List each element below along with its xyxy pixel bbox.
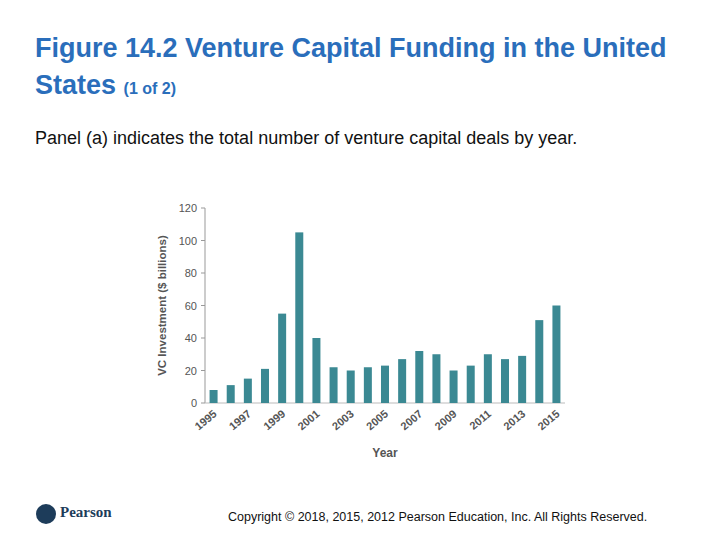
bar: [227, 385, 235, 403]
x-tick-label: 1995: [192, 407, 218, 432]
caption: Panel (a) indicates the total number of …: [35, 126, 685, 151]
bar: [364, 367, 372, 403]
bar: [501, 359, 509, 403]
bar: [261, 369, 269, 403]
x-tick-label: 2003: [330, 407, 356, 432]
x-tick-label: 2007: [398, 407, 424, 432]
y-tick: [201, 208, 205, 209]
x-tick-label: 1997: [227, 407, 253, 432]
x-tick-label: 2011: [467, 407, 493, 432]
y-tick-label: 100: [179, 235, 197, 247]
chart: 0 20 40 60 80 100 120 1995 1997 1999 2001 2003 2005 2…: [0, 0, 720, 540]
y-axis-label: VC Investment ($ billions): [156, 235, 168, 376]
y-tick-label: 120: [179, 202, 197, 214]
x-tick-label: 1999: [261, 407, 287, 432]
copyright: Copyright © 2018, 2015, 2012 Pearson Edu…: [228, 510, 647, 524]
bar: [347, 371, 355, 404]
title-suffix: (1 of 2): [124, 80, 176, 97]
y-tick: [201, 403, 205, 404]
bar: [295, 232, 303, 403]
bar: [330, 367, 338, 403]
bar: [535, 320, 543, 403]
y-tick: [201, 305, 205, 306]
bar: [415, 351, 423, 403]
logo-icon: [36, 504, 56, 524]
x-tick-label: 2005: [364, 407, 390, 432]
bar: [484, 354, 492, 403]
y-tick: [201, 338, 205, 339]
y-tick-label: 60: [185, 300, 197, 312]
logo-text: Pearson: [60, 504, 112, 521]
y-tick-label: 0: [191, 397, 197, 409]
bar: [518, 356, 526, 403]
bar: [312, 338, 320, 403]
bar: [467, 366, 475, 403]
y-tick: [201, 273, 205, 274]
x-axis-label: Year: [372, 446, 398, 460]
y-tick: [201, 240, 205, 241]
x-tick-label: 2015: [535, 407, 561, 432]
bar: [552, 306, 560, 404]
bar: [450, 371, 458, 404]
bar: [278, 314, 286, 403]
bar: [244, 379, 252, 403]
x-tick-label: 2001: [295, 407, 321, 432]
bar: [381, 366, 389, 403]
y-tick: [201, 370, 205, 371]
x-tick-label: 2009: [432, 407, 458, 432]
bar: [210, 390, 218, 403]
bar: [432, 354, 440, 403]
bar: [398, 359, 406, 403]
x-tick-label: 2013: [501, 407, 527, 432]
y-tick-label: 80: [185, 267, 197, 279]
y-tick-label: 40: [185, 332, 197, 344]
title: Figure 14.2 Venture Capital Funding in t…: [35, 30, 705, 107]
y-tick-label: 20: [185, 365, 197, 377]
